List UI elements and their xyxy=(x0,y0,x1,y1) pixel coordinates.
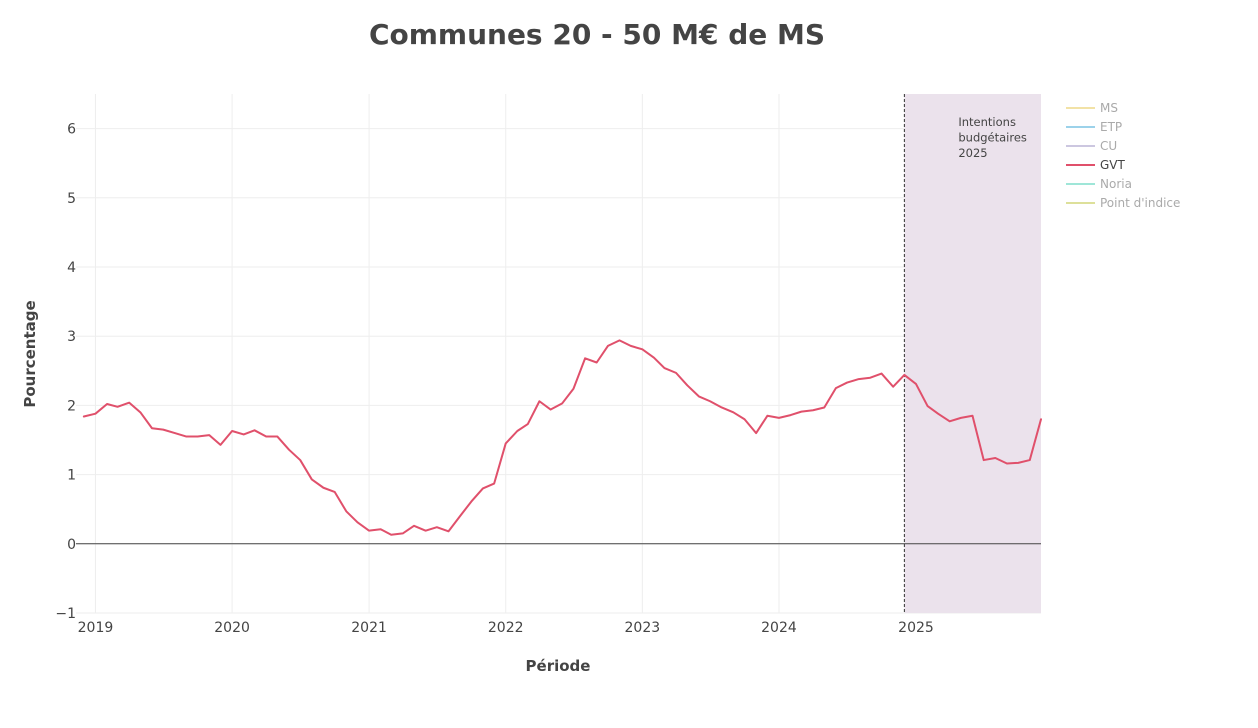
legend-label: Point d'indice xyxy=(1100,196,1180,210)
legend-item[interactable]: Point d'indice xyxy=(1066,196,1180,210)
legend-item[interactable]: MS xyxy=(1066,101,1118,115)
x-tick-label: 2019 xyxy=(78,620,114,636)
legend-label: GVT xyxy=(1100,158,1126,172)
y-tick-label: 6 xyxy=(67,122,76,138)
y-axis-title: Pourcentage xyxy=(21,300,39,407)
x-tick-label: 2024 xyxy=(761,620,797,636)
gridlines xyxy=(76,94,1041,614)
y-tick-label: 5 xyxy=(67,191,76,207)
legend-label: Noria xyxy=(1100,177,1132,191)
forecast-annotation: 2025 xyxy=(958,146,987,160)
legend-label: CU xyxy=(1100,139,1117,153)
x-tick-label: 2022 xyxy=(488,620,524,636)
legend-item[interactable]: ETP xyxy=(1066,120,1122,134)
legend-item[interactable]: Noria xyxy=(1066,177,1132,191)
series-line-gvt xyxy=(82,339,1042,536)
legend-label: ETP xyxy=(1100,120,1122,134)
x-axis-ticks: 2019 2020 2021 2022 2023 2024 2025 xyxy=(78,620,934,636)
legend-item[interactable]: GVT xyxy=(1066,158,1126,172)
y-tick-label: 4 xyxy=(67,260,76,276)
forecast-annotation: budgétaires xyxy=(958,131,1027,145)
series-lines xyxy=(82,339,1042,536)
forecast-annotation: Intentions xyxy=(958,115,1016,129)
y-tick-label: 1 xyxy=(67,468,76,484)
x-tick-label: 2021 xyxy=(351,620,387,636)
forecast-shaded-region xyxy=(904,94,1041,613)
x-tick-label: 2023 xyxy=(625,620,661,636)
y-tick-label: 3 xyxy=(67,329,76,345)
y-axis-ticks: −1 0 1 2 3 4 5 6 xyxy=(55,122,76,622)
y-tick-label: 0 xyxy=(67,537,76,553)
legend-label: MS xyxy=(1100,101,1118,115)
x-tick-label: 2020 xyxy=(214,620,250,636)
y-tick-label: −1 xyxy=(55,606,76,622)
x-tick-label: 2025 xyxy=(898,620,934,636)
legend-item[interactable]: CU xyxy=(1066,139,1117,153)
x-axis-title: Période xyxy=(526,657,591,675)
y-tick-label: 2 xyxy=(67,398,76,414)
chart-title: Communes 20 - 50 M€ de MS xyxy=(369,18,825,51)
legend: MS ETP CU GVT Noria Point d'indice xyxy=(1066,101,1180,210)
